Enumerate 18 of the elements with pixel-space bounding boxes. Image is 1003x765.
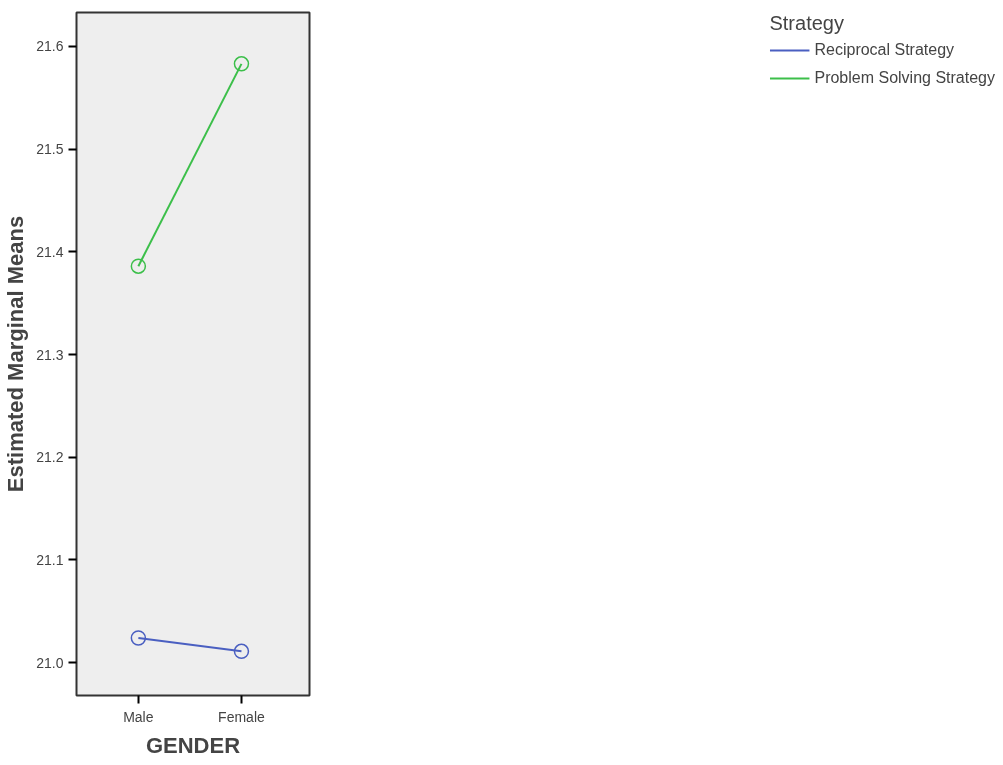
x-axis-title: GENDER xyxy=(145,732,241,758)
legend-label: Problem Solving Strategy xyxy=(814,69,995,87)
x-tick-label: Female xyxy=(218,708,266,725)
y-tick-label: 21.6 xyxy=(36,38,64,55)
x-tick-label: Male xyxy=(123,708,154,725)
y-tick-label: 21.3 xyxy=(36,346,64,363)
point xyxy=(233,56,250,72)
point xyxy=(233,643,250,660)
y-tick-label: 21.4 xyxy=(36,243,64,260)
legend-label: Reciprocal Strategy xyxy=(814,41,955,59)
y-tick-label: 21.2 xyxy=(36,449,64,466)
y-tick-label: 21.5 xyxy=(36,141,64,158)
y-tick-label: 21.0 xyxy=(36,654,64,671)
y-tick-label: 21.1 xyxy=(36,551,64,568)
legend-title: Strategy xyxy=(769,12,845,35)
y-axis-title: Estimated Marginal Means xyxy=(3,215,29,493)
point xyxy=(130,630,147,646)
point xyxy=(130,258,147,274)
